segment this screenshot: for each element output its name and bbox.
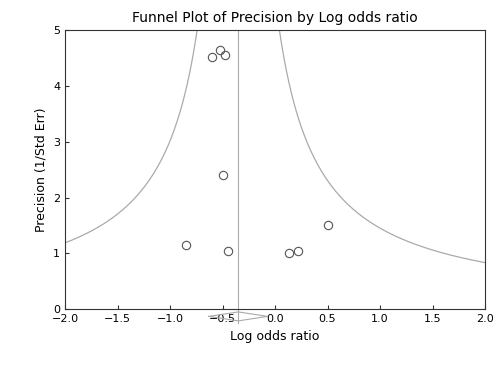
- X-axis label: Log odds ratio: Log odds ratio: [230, 329, 320, 343]
- Title: Funnel Plot of Precision by Log odds ratio: Funnel Plot of Precision by Log odds rat…: [132, 11, 418, 25]
- Y-axis label: Precision (1/Std Err): Precision (1/Std Err): [34, 107, 48, 232]
